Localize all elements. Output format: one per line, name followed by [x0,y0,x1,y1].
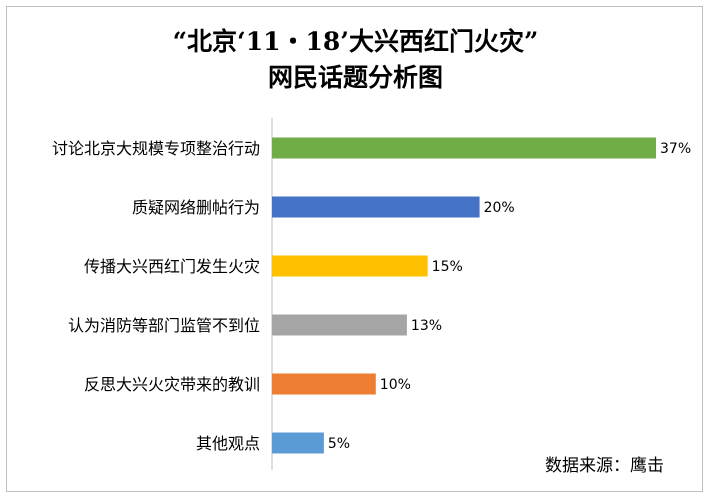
bar-4 [272,314,407,336]
category-label-6: 其他观点 [196,434,260,453]
category-label-1: 讨论北京大规模专项整治行动 [52,139,260,158]
bar-1 [272,137,656,159]
category-label-3: 传播大兴西红门发生火灾 [84,257,260,276]
value-label-4: 13% [411,318,442,334]
chart-subtitle: 网民话题分析图 [267,63,443,92]
bar-2 [272,196,480,218]
bar-3 [272,255,428,277]
chart-frame [6,6,703,492]
value-label-5: 10% [380,377,411,393]
value-label-2: 20% [484,200,515,216]
value-label-3: 15% [432,259,463,275]
category-label-2: 质疑网络删帖行为 [132,198,260,217]
chart-title: “北京‘11・18’大兴西红门火灾” [172,27,539,56]
value-label-6: 5% [328,436,350,452]
category-label-5: 反思大兴火灾带来的教训 [84,375,260,394]
bar-6 [272,432,324,454]
data-source-note: 数据来源：鹰击 [545,456,664,476]
value-label-1: 37% [660,141,691,157]
category-label-4: 认为消防等部门监管不到位 [68,316,260,335]
bar-5 [272,373,376,395]
